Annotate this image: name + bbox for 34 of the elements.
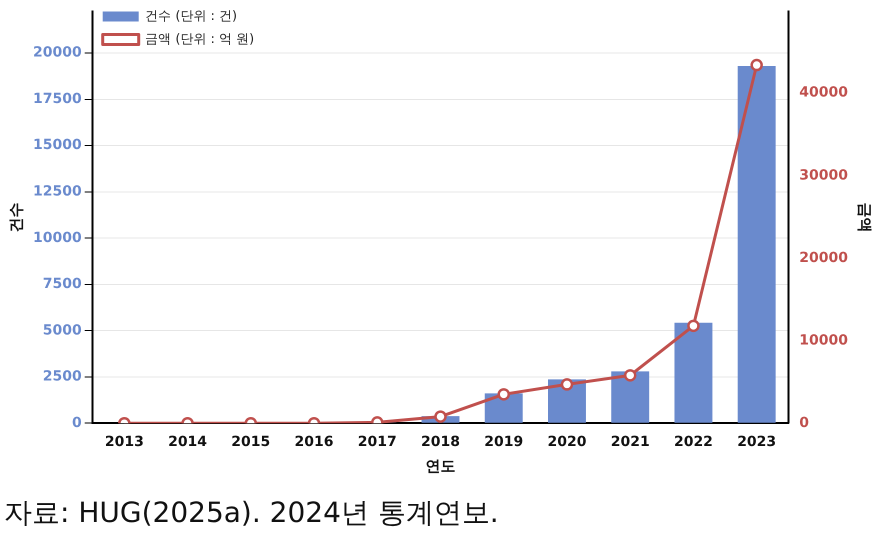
x-tick-label: 2023 xyxy=(737,434,776,450)
y-tick-label: 7500 xyxy=(42,276,82,292)
y-tick-label: 2500 xyxy=(42,368,82,385)
y-tick-label: 15000 xyxy=(32,137,82,154)
x-tick-label: 2019 xyxy=(484,434,524,450)
legend-label: 금액 (단위 : 억 원) xyxy=(145,32,254,47)
x-tick-label: 2013 xyxy=(104,434,144,450)
y2-tick-label: 0 xyxy=(799,414,810,431)
x-tick-label: 2022 xyxy=(674,434,713,450)
x-tick-label: 2016 xyxy=(294,434,334,450)
y-tick-label: 10000 xyxy=(32,230,82,246)
y-tick-label: 12500 xyxy=(32,183,82,200)
x-tick-label: 2021 xyxy=(610,434,650,450)
x-tick-label: 2020 xyxy=(547,434,587,450)
y2-tick-label: 20000 xyxy=(799,250,848,266)
x-tick-label: 2018 xyxy=(421,434,460,450)
bar xyxy=(674,322,712,423)
y-tick-label: 17500 xyxy=(32,90,82,107)
x-tick-label: 2015 xyxy=(231,434,270,450)
x-tick-label: 2017 xyxy=(358,434,397,450)
bar xyxy=(738,66,776,423)
y-tick-label: 5000 xyxy=(42,322,82,338)
y2-tick-label: 40000 xyxy=(799,84,848,101)
x-axis-title: 연도 xyxy=(426,456,456,475)
y-tick-label: 20000 xyxy=(32,44,82,61)
y-tick-label: 0 xyxy=(72,414,82,431)
x-tick-label: 2014 xyxy=(168,434,208,450)
bar xyxy=(611,371,650,423)
y2-tick-label: 10000 xyxy=(799,332,848,348)
y2-tick-label: 30000 xyxy=(799,167,848,184)
y2-axis-title: 금액 xyxy=(856,202,874,232)
legend-label: 건수 (단위 : 건) xyxy=(145,8,238,24)
text: 자료: HUG(2025a). 2024년 통계연보. xyxy=(4,495,500,531)
y-axis-title: 건수 xyxy=(6,202,25,232)
